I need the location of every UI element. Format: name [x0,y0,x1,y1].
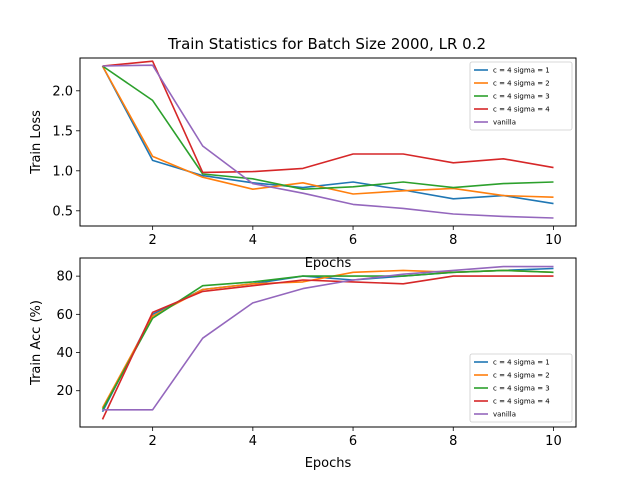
x-axis-label: Epochs [305,456,352,471]
x-tick-label: 4 [249,233,257,248]
legend-entry-c-4-sigma-1: c = 4 sigma = 1 [493,67,550,75]
axes-frame [79,57,577,227]
legend-box [469,353,573,423]
y-tick-label: 1.0 [52,164,73,179]
axes-frame [79,257,577,428]
legend-entry-c-4-sigma-3: c = 4 sigma = 3 [493,385,550,393]
series-line-vanilla [102,64,554,219]
legend-entry-vanilla: vanilla [493,119,516,127]
x-tick-label: 8 [449,233,457,248]
legend-entry-c-4-sigma-3: c = 4 sigma = 3 [493,93,550,101]
series-line-vanilla [102,265,554,411]
x-tick-label: 8 [449,434,457,449]
series-line-c-4-sigma-1 [101,65,554,205]
series-line-c-4-sigma-4 [101,275,554,420]
y-tick-label: 40 [56,346,73,361]
y-tick-label: 0.5 [52,204,73,219]
chart-title: Train Statistics for Batch Size 2000, LR… [167,35,486,53]
x-tick-label: 4 [249,434,257,449]
y-axis-label: Train Acc (%) [29,300,44,386]
y-tick-label: 80 [56,270,73,285]
accuracy-panel: 2 4 6 8 10 20 40 60 80 Epochs Train Acc (%) c = 4 s… [29,257,577,471]
y-axis-label: Train Loss [29,110,44,175]
series-line-c-4-sigma-4 [102,60,554,174]
loss-panel: 2 4 6 8 10 0.5 1.0 1.5 2.0 Epochs Train Loss c = 4 … [29,57,577,271]
x-tick-label: 2 [149,233,157,248]
y-tick-label: 60 [56,308,73,323]
x-tick-label: 2 [149,434,157,449]
legend: c = 4 sigma = 1 c = 4 sigma = 2 c = 4 sigm… [469,353,573,423]
legend-entry-c-4-sigma-2: c = 4 sigma = 2 [493,80,550,88]
legend-entry-vanilla: vanilla [493,411,516,419]
legend-box [469,61,573,131]
legend-entry-c-4-sigma-4: c = 4 sigma = 4 [493,106,550,114]
x-tick-label: 10 [545,233,562,248]
x-tick-label: 6 [349,434,357,449]
y-tick-label: 20 [56,384,73,399]
legend-entry-c-4-sigma-4: c = 4 sigma = 4 [493,398,550,406]
legend: c = 4 sigma = 1 c = 4 sigma = 2 c = 4 sigm… [469,61,573,131]
legend-entry-c-4-sigma-2: c = 4 sigma = 2 [493,372,550,380]
legend-entry-c-4-sigma-1: c = 4 sigma = 1 [493,359,550,367]
series-line-c-4-sigma-3 [102,65,554,190]
y-tick-label: 2.0 [52,84,73,99]
x-tick-label: 6 [349,233,357,248]
x-axis-label: Epochs [305,256,352,271]
y-tick-label: 1.5 [52,124,73,139]
x-tick-label: 10 [545,434,562,449]
